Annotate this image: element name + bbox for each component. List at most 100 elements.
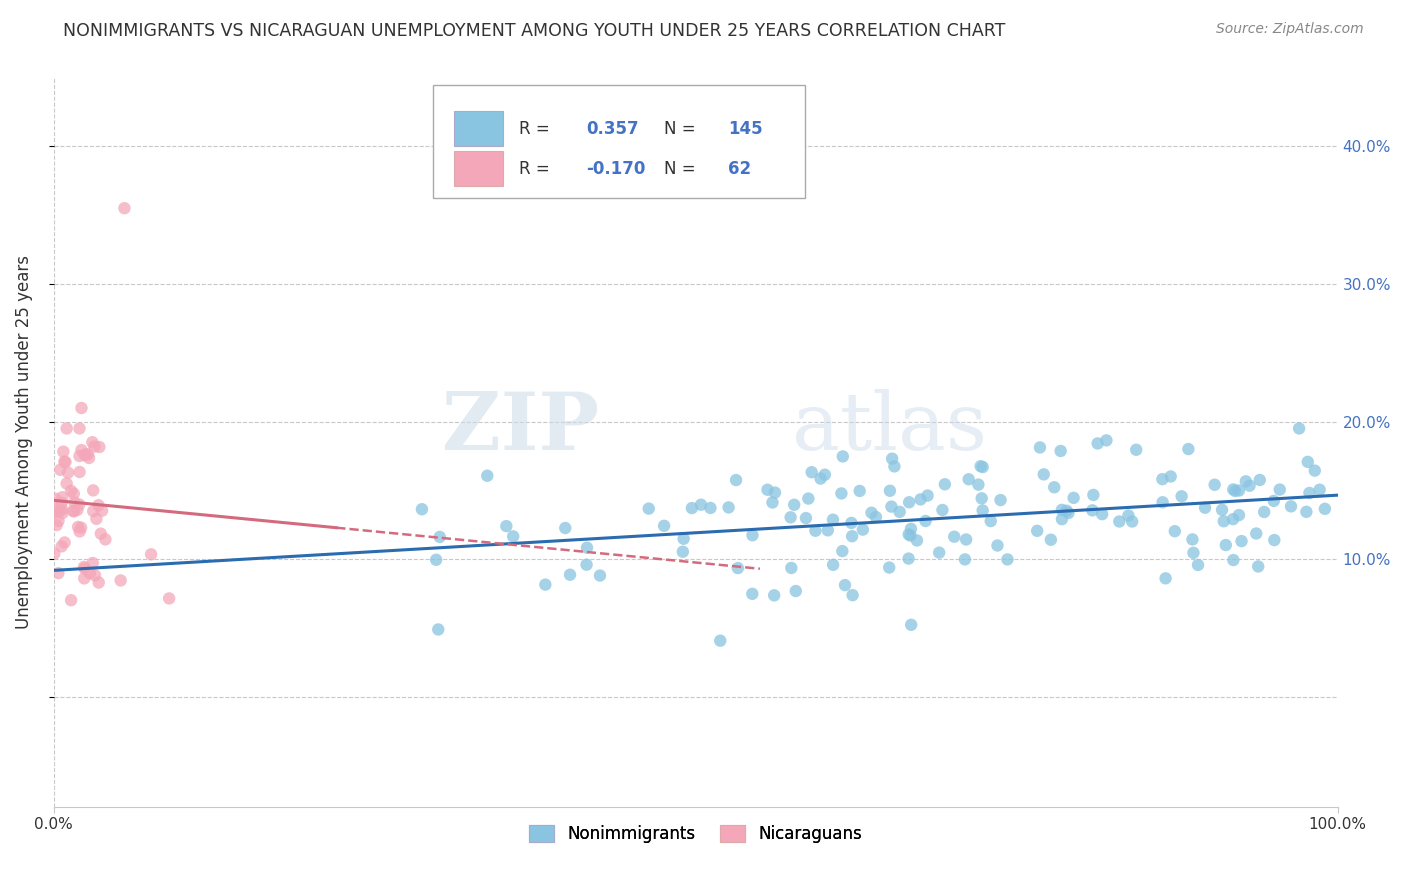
Point xyxy=(534,577,557,591)
Point xyxy=(1063,491,1085,505)
Point xyxy=(898,495,921,509)
Point xyxy=(1083,488,1105,502)
Point xyxy=(1222,553,1244,567)
Point xyxy=(914,514,936,528)
Text: N =: N = xyxy=(664,160,695,178)
Point xyxy=(1222,512,1244,526)
Point xyxy=(831,450,853,464)
Point xyxy=(51,540,73,554)
Point xyxy=(55,455,77,469)
Point xyxy=(1087,436,1109,450)
Point xyxy=(1164,524,1187,539)
Point xyxy=(63,495,86,509)
Text: ZIP: ZIP xyxy=(443,389,599,467)
Point xyxy=(897,527,920,541)
Point xyxy=(900,522,922,536)
Point xyxy=(1108,515,1130,529)
Point xyxy=(727,561,749,575)
Text: 62: 62 xyxy=(728,160,751,178)
Point xyxy=(841,529,863,543)
Point xyxy=(91,504,114,518)
Point xyxy=(66,503,89,517)
Point xyxy=(1118,508,1140,523)
Point xyxy=(823,558,845,572)
Point xyxy=(427,623,450,637)
Point xyxy=(1227,508,1250,522)
Point xyxy=(672,532,695,546)
Point xyxy=(1182,546,1205,560)
Point xyxy=(477,468,499,483)
Point xyxy=(502,529,524,543)
Point xyxy=(880,500,903,514)
Point xyxy=(882,451,904,466)
Point xyxy=(69,421,91,435)
Point xyxy=(761,495,783,509)
Point xyxy=(56,466,79,480)
Point xyxy=(495,519,517,533)
Point xyxy=(934,477,956,491)
Point xyxy=(51,490,73,504)
Legend: Nonimmigrants, Nicaraguans: Nonimmigrants, Nicaraguans xyxy=(522,818,869,850)
Point xyxy=(1049,444,1071,458)
Point xyxy=(1057,506,1080,520)
Point xyxy=(94,533,117,547)
Point xyxy=(70,401,93,415)
Point xyxy=(717,500,740,515)
Point xyxy=(848,483,870,498)
Point xyxy=(652,518,675,533)
Point xyxy=(1187,558,1209,572)
Point xyxy=(879,483,901,498)
Point xyxy=(699,500,721,515)
Point xyxy=(883,459,905,474)
Point xyxy=(889,505,911,519)
Point xyxy=(1263,533,1285,547)
Point xyxy=(79,566,101,581)
Point xyxy=(425,553,447,567)
Point xyxy=(1295,505,1317,519)
Point xyxy=(1298,486,1320,500)
Point xyxy=(1029,441,1052,455)
Point xyxy=(1050,512,1073,526)
Point xyxy=(70,443,93,458)
Point xyxy=(972,460,994,475)
Point xyxy=(852,523,875,537)
Point xyxy=(834,578,856,592)
Text: 145: 145 xyxy=(728,120,762,137)
Point xyxy=(970,491,993,506)
Y-axis label: Unemployment Among Youth under 25 years: Unemployment Among Youth under 25 years xyxy=(15,255,32,629)
Point xyxy=(917,489,939,503)
Point xyxy=(1279,500,1302,514)
Point xyxy=(110,574,132,588)
Point xyxy=(986,539,1008,553)
Text: N =: N = xyxy=(664,120,695,137)
Point xyxy=(75,448,97,462)
FancyBboxPatch shape xyxy=(433,85,804,198)
Point xyxy=(841,588,863,602)
Point xyxy=(1154,571,1177,585)
Point xyxy=(1160,469,1182,483)
Point xyxy=(82,483,104,498)
Point xyxy=(1056,504,1078,518)
Point xyxy=(797,491,820,506)
Point xyxy=(1125,442,1147,457)
Point xyxy=(558,567,581,582)
Point xyxy=(1081,503,1104,517)
Point xyxy=(1211,503,1233,517)
Point xyxy=(45,518,67,533)
Point xyxy=(77,450,100,465)
Point xyxy=(44,491,66,506)
Point xyxy=(637,501,659,516)
Point xyxy=(1043,480,1066,494)
Point xyxy=(953,552,976,566)
Point xyxy=(1253,505,1275,519)
Point xyxy=(82,504,104,518)
Point xyxy=(62,486,84,500)
Point xyxy=(690,498,713,512)
Point xyxy=(89,440,111,454)
Point xyxy=(831,544,853,558)
Point xyxy=(1247,559,1270,574)
Point xyxy=(804,524,827,538)
Point xyxy=(1234,475,1257,489)
Point xyxy=(60,593,83,607)
Point xyxy=(897,551,920,566)
